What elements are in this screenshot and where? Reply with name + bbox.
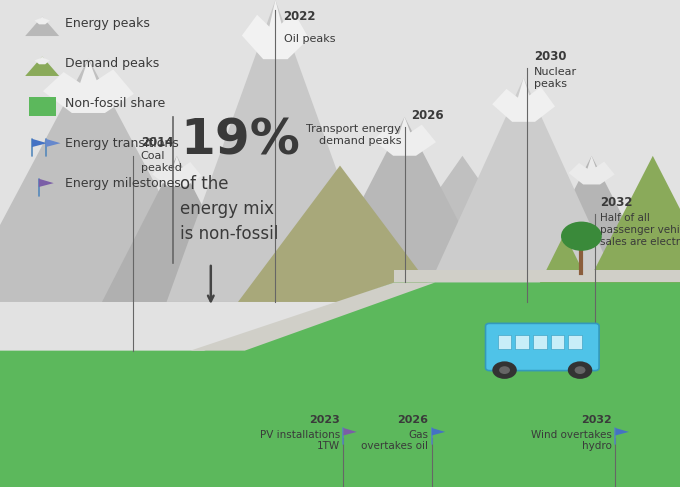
Polygon shape — [167, 0, 384, 302]
Polygon shape — [309, 117, 500, 302]
Text: of the
energy mix
is non-fossil: of the energy mix is non-fossil — [180, 175, 279, 244]
Text: Gas
overtakes oil: Gas overtakes oil — [361, 430, 428, 451]
Polygon shape — [394, 270, 680, 282]
Text: Coal
peaked: Coal peaked — [141, 151, 182, 172]
Polygon shape — [39, 179, 54, 187]
Polygon shape — [32, 139, 47, 147]
Circle shape — [575, 366, 585, 374]
Circle shape — [499, 366, 510, 374]
Text: 19%: 19% — [180, 117, 300, 165]
Text: 2023: 2023 — [309, 414, 340, 425]
Text: Energy milestones: Energy milestones — [65, 177, 180, 189]
Text: 2032: 2032 — [600, 196, 633, 209]
Polygon shape — [43, 58, 134, 113]
Text: Oil peaks: Oil peaks — [284, 34, 335, 44]
Polygon shape — [35, 17, 50, 24]
Polygon shape — [343, 428, 357, 435]
Text: Energy peaks: Energy peaks — [65, 17, 150, 30]
Text: Non-fossil share: Non-fossil share — [65, 97, 165, 110]
Text: 2030: 2030 — [534, 50, 566, 63]
Bar — [551, 335, 564, 349]
Polygon shape — [242, 0, 309, 59]
Text: Wind overtakes
hydro: Wind overtakes hydro — [531, 430, 612, 451]
Polygon shape — [432, 428, 445, 435]
Bar — [568, 335, 582, 349]
Text: Nuclear
peaks: Nuclear peaks — [534, 67, 577, 89]
Circle shape — [561, 222, 602, 251]
Polygon shape — [0, 282, 680, 487]
Text: Energy transitions: Energy transitions — [65, 137, 178, 150]
Text: 2022: 2022 — [284, 10, 316, 23]
Circle shape — [568, 361, 592, 379]
Polygon shape — [360, 156, 564, 302]
Polygon shape — [422, 78, 626, 302]
Polygon shape — [0, 58, 218, 302]
Text: PV installations
1TW: PV installations 1TW — [260, 430, 340, 451]
Text: 2026: 2026 — [397, 414, 428, 425]
Polygon shape — [152, 156, 201, 187]
Bar — [498, 335, 511, 349]
Polygon shape — [35, 56, 50, 64]
Bar — [515, 335, 529, 349]
Text: Half of all
passenger vehicle
sales are electric: Half of all passenger vehicle sales are … — [600, 213, 680, 246]
Polygon shape — [373, 117, 436, 156]
FancyBboxPatch shape — [486, 323, 599, 371]
Polygon shape — [530, 234, 598, 302]
Polygon shape — [492, 78, 555, 122]
Polygon shape — [190, 282, 435, 351]
Polygon shape — [25, 17, 59, 36]
Polygon shape — [46, 139, 61, 147]
Polygon shape — [578, 156, 680, 302]
Circle shape — [492, 361, 517, 379]
Polygon shape — [25, 56, 59, 76]
Text: 2014: 2014 — [141, 135, 173, 149]
Polygon shape — [238, 166, 442, 302]
Text: 2026: 2026 — [411, 109, 444, 122]
Polygon shape — [615, 428, 629, 435]
Polygon shape — [102, 156, 252, 302]
Text: Demand peaks: Demand peaks — [65, 57, 159, 70]
Polygon shape — [517, 156, 666, 302]
Polygon shape — [568, 156, 615, 185]
Text: Transport energy
demand peaks: Transport energy demand peaks — [307, 124, 401, 146]
Bar — [533, 335, 547, 349]
Text: 2032: 2032 — [581, 414, 612, 425]
Bar — [29, 97, 56, 116]
